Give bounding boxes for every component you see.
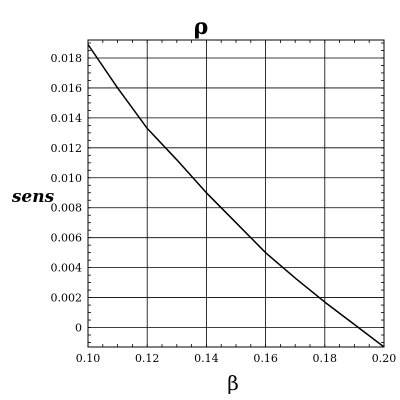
grid	[87, 40, 385, 347]
y-tick-label: 0.002	[51, 292, 83, 305]
series-layer	[87, 44, 385, 348]
x-tick-label: 0.20	[372, 352, 397, 365]
y-axis-label: sens	[11, 187, 55, 207]
x-tick-label: 0.14	[194, 352, 219, 365]
x-axis-label: β	[227, 371, 239, 395]
y-tick-label: 0.018	[51, 52, 83, 65]
x-tick-label: 0.18	[313, 352, 338, 365]
chart-title: ρ	[194, 14, 209, 40]
x-tick-labels: 0.10 0.12 0.14 0.16 0.18 0.20	[76, 352, 397, 365]
y-tick-label: 0.008	[51, 202, 83, 215]
y-tick-label: 0.016	[51, 82, 83, 95]
y-tick-label: 0	[75, 322, 82, 335]
x-tick-label: 0.16	[253, 352, 278, 365]
y-tick-label: 0.014	[51, 112, 83, 125]
x-tick-label: 0.10	[76, 352, 101, 365]
sens-curve	[87, 44, 385, 348]
x-tick-label: 0.12	[135, 352, 160, 365]
y-tick-label: 0.010	[51, 172, 83, 185]
plot-frame	[87, 39, 385, 348]
y-tick-label: 0.012	[51, 142, 83, 155]
y-tick-label: 0.006	[51, 232, 83, 245]
minor-ticks	[87, 40, 385, 347]
y-tick-label: 0.004	[51, 262, 83, 275]
y-tick-labels: 0 0.002 0.004 0.006 0.008 0.010 0.012 0.014 0.01…	[51, 52, 83, 335]
